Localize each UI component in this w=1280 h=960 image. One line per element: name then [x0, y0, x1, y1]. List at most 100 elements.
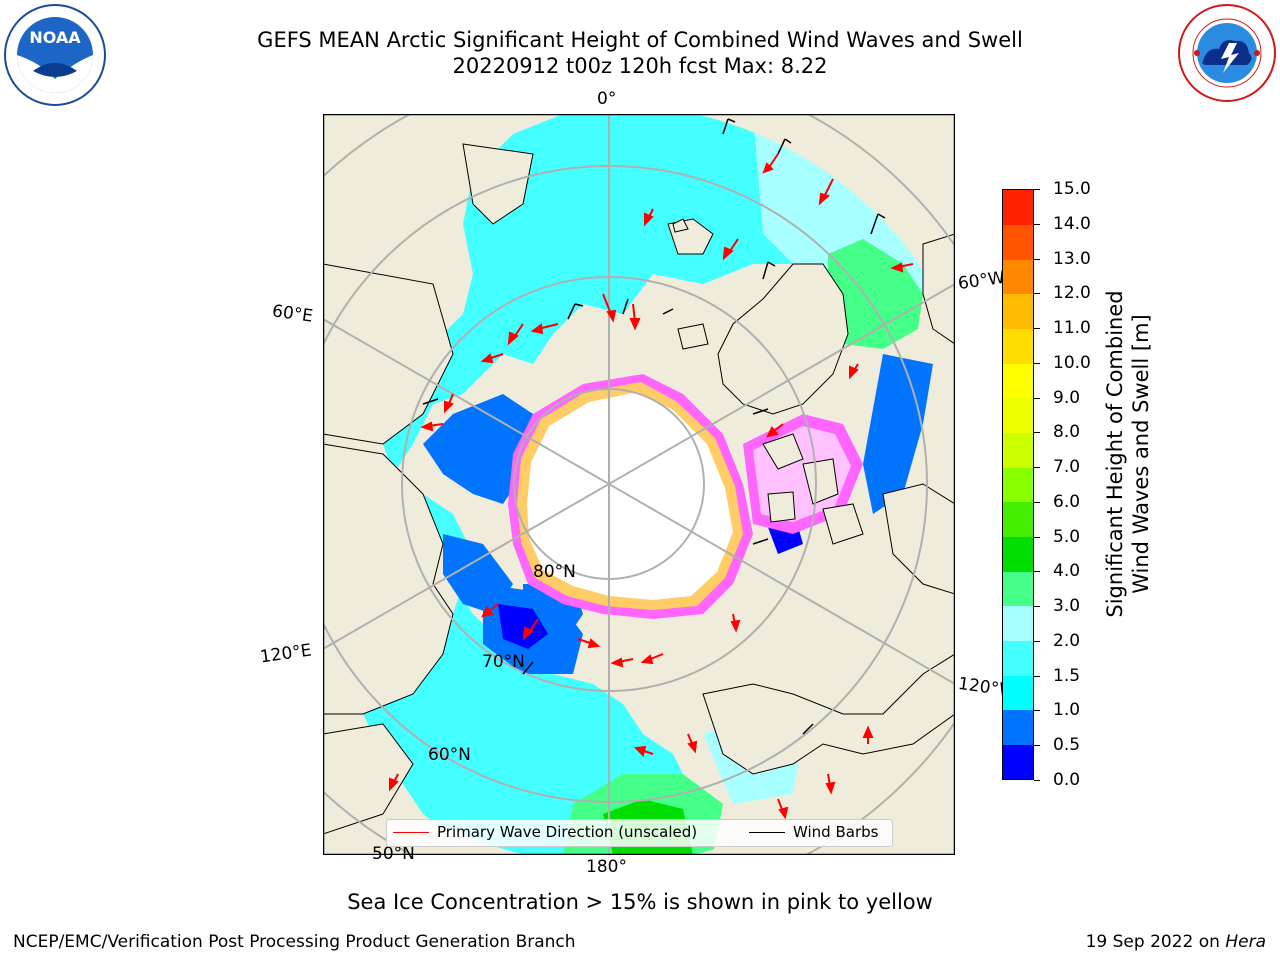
lat-label-60: 60°N	[428, 745, 471, 765]
wave-arrow	[849, 363, 859, 380]
colorbar-tick-label: 15.0	[1053, 179, 1091, 199]
colorbar-tick-mark	[1034, 780, 1040, 781]
colorbar-tick-label: 7.0	[1053, 457, 1081, 478]
colorbar-tick-mark	[1034, 362, 1040, 364]
wave-arrow	[481, 603, 499, 618]
colorbar-tick-mark	[1034, 675, 1040, 677]
lat-label-80: 80°N	[533, 562, 576, 582]
map-frame	[322, 113, 956, 856]
colorbar-segment	[1003, 432, 1033, 468]
barb-legend-line	[749, 832, 785, 833]
wind-barb	[752, 408, 769, 415]
wind-barb	[522, 661, 534, 675]
meridian-60w	[608, 283, 955, 485]
lon-label-60e: 60°E	[270, 301, 315, 327]
colorbar-tick-label: 5.0	[1053, 526, 1081, 547]
colorbar-segment	[1003, 259, 1033, 295]
lon-label-180: 180°	[586, 857, 627, 877]
wave-arrow	[818, 178, 834, 206]
colorbar	[1002, 189, 1034, 780]
colorbar-tick-label: 8.0	[1053, 422, 1081, 443]
footer-host: Hera	[1225, 932, 1266, 952]
colorbar-tick-mark	[1034, 223, 1040, 225]
wave-arrow	[610, 657, 634, 668]
colorbar-segment	[1003, 397, 1033, 434]
noaa-logo: NOAA	[3, 3, 107, 107]
colorbar-segment	[1003, 501, 1033, 537]
lon-label-120e: 120°E	[258, 640, 313, 668]
wind-barb	[752, 538, 769, 545]
colorbar-segment	[1003, 536, 1033, 572]
graticule	[323, 114, 955, 855]
wind-barb	[722, 118, 736, 135]
colorbar-tick-mark	[1034, 328, 1040, 330]
wave-arrow	[777, 798, 789, 820]
colorbar-segment	[1003, 467, 1033, 503]
wave-legend-label: Primary Wave Direction (unscaled)	[437, 823, 698, 841]
wave-arrow	[890, 262, 914, 273]
wave-arrow	[602, 293, 617, 323]
colorbar-tick-label: 1.0	[1053, 700, 1081, 721]
colorbar-tick-label: 6.0	[1053, 491, 1081, 512]
wave-arrow	[640, 653, 664, 665]
colorbar-tick-label: 11.0	[1053, 318, 1091, 339]
colorbar-tick-mark	[1034, 745, 1040, 747]
colorbar-segment	[1003, 224, 1033, 260]
colorbar-gradient	[1003, 190, 1033, 780]
colorbar-tick-label: 10.0	[1053, 352, 1091, 373]
noaa-wordmark: NOAA	[29, 28, 81, 47]
colorbar-tick-label: 1.5	[1053, 665, 1081, 686]
colorbar-segment	[1003, 328, 1033, 364]
wave-arrow	[730, 613, 741, 633]
colorbar-tick-label: 4.0	[1053, 561, 1081, 582]
colorbar-tick-mark	[1034, 467, 1040, 469]
colorbar-tick-mark	[1034, 501, 1040, 503]
map-legend: Primary Wave Direction (unscaled) Wind B…	[386, 819, 893, 847]
colorbar-segment	[1003, 709, 1033, 745]
wind-barb	[662, 308, 674, 315]
wave-arrow	[687, 733, 698, 754]
lat-label-50: 50°N	[372, 844, 415, 864]
colorbar-tick-label: 13.0	[1053, 248, 1091, 269]
colorbar-segment	[1003, 190, 1033, 226]
polar-map	[322, 113, 956, 856]
colorbar-tick-mark	[1034, 397, 1040, 399]
wave-arrow	[633, 745, 654, 757]
colorbar-tick-mark	[1034, 536, 1040, 538]
wave-arrow	[420, 421, 444, 432]
colorbar-label-line2: Wind Waves and Swell [m]	[1129, 314, 1153, 594]
wind-barbs	[422, 118, 886, 735]
lat-label-70: 70°N	[482, 652, 525, 672]
colorbar-segment	[1003, 744, 1033, 780]
colorbar-segment	[1003, 675, 1033, 711]
wave-arrow	[644, 208, 654, 227]
wave-arrow	[530, 323, 559, 335]
colorbar-tick-label: 9.0	[1053, 387, 1081, 408]
colorbar-segment	[1003, 605, 1033, 641]
nws-logo	[1177, 3, 1277, 103]
colorbar-segment	[1003, 293, 1033, 330]
wave-arrow	[762, 153, 779, 174]
colorbar-segment	[1003, 640, 1033, 676]
wave-arrow	[722, 238, 739, 261]
wind-barb	[422, 398, 439, 405]
colorbar-tick-mark	[1034, 189, 1040, 190]
wind-barb	[777, 138, 792, 155]
sea-ice-note: Sea Ice Concentration > 15% is shown in …	[347, 890, 933, 914]
wind-barb	[802, 723, 814, 735]
wave-arrow	[507, 323, 524, 346]
lon-label-120w: 120°W	[956, 673, 1006, 701]
colorbar-tick-label: 0.0	[1053, 770, 1081, 790]
lon-label-0: 0°	[597, 89, 617, 109]
colorbar-tick-mark	[1034, 710, 1040, 712]
colorbar-tick-mark	[1034, 293, 1040, 295]
colorbar-tick-mark	[1034, 432, 1040, 434]
wind-barb	[567, 303, 584, 320]
wave-arrow	[389, 773, 399, 792]
wave-arrow	[629, 303, 641, 331]
wave-arrow	[444, 393, 454, 414]
map-panel	[322, 113, 956, 856]
colorbar-tick-label: 0.5	[1053, 735, 1081, 756]
wave-direction-arrows	[389, 153, 914, 820]
colorbar-tick-label: 12.0	[1053, 283, 1091, 304]
